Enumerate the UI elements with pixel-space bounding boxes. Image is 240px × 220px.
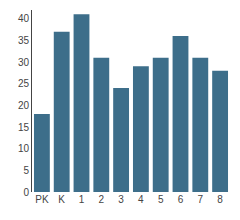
svg-text:25: 25 <box>18 78 30 89</box>
svg-text:PK: PK <box>35 194 49 205</box>
svg-text:K: K <box>58 194 65 205</box>
svg-text:3: 3 <box>118 194 124 205</box>
svg-text:4: 4 <box>138 194 144 205</box>
svg-text:8: 8 <box>217 194 223 205</box>
svg-text:5: 5 <box>23 165 29 176</box>
svg-text:15: 15 <box>18 122 30 133</box>
svg-text:30: 30 <box>18 57 30 68</box>
svg-text:7: 7 <box>198 194 204 205</box>
svg-text:10: 10 <box>18 143 30 154</box>
svg-text:20: 20 <box>18 100 30 111</box>
svg-text:6: 6 <box>178 194 184 205</box>
svg-text:5: 5 <box>158 194 164 205</box>
svg-text:40: 40 <box>18 13 30 24</box>
svg-text:0: 0 <box>23 187 29 198</box>
svg-text:1: 1 <box>79 194 85 205</box>
svg-text:2: 2 <box>99 194 105 205</box>
svg-text:35: 35 <box>18 35 30 46</box>
